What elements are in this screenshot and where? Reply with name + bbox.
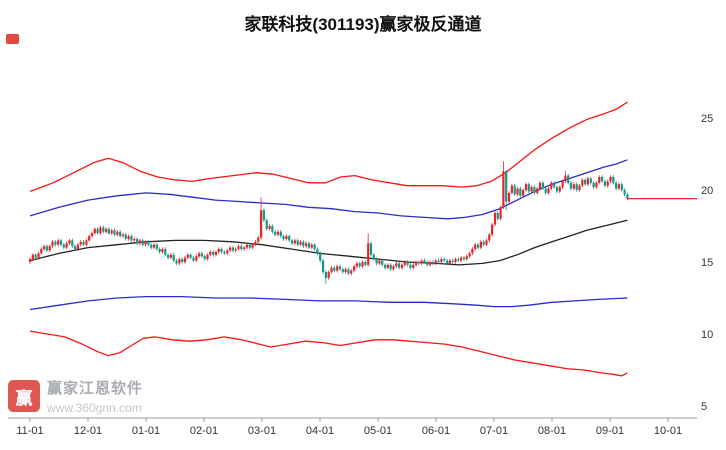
x-tick-label: 07-01 — [480, 425, 508, 437]
channel-lines — [29, 101, 628, 377]
x-tick-label: 05-01 — [364, 425, 392, 437]
x-tick-label: 09-01 — [596, 425, 624, 437]
y-tick-label: 15 — [701, 257, 713, 269]
channel-line-lower_red — [29, 330, 628, 377]
x-tick-label: 01-01 — [132, 425, 160, 437]
y-tick-label: 5 — [701, 401, 707, 413]
y-tick-label: 10 — [701, 329, 713, 341]
chart-title: 家联科技(301193)赢家极反通道 — [244, 15, 482, 34]
channel-line-upper_red — [29, 101, 628, 193]
x-tick-label: 04-01 — [306, 425, 334, 437]
y-tick-label: 25 — [701, 113, 713, 125]
channel-line-lower_blue — [29, 295, 628, 311]
x-axis: 11-01 12-01 01-01 02-01 03-01 04-01 05-01 06-01… — [8, 417, 697, 437]
x-tick-label: 02-01 — [190, 425, 218, 437]
channel-line-upper_blue — [29, 159, 628, 220]
candles-layer — [28, 161, 629, 284]
x-tick-label: 03-01 — [248, 425, 276, 437]
channel-line-middle_black — [29, 219, 628, 266]
x-tick-label: 11-01 — [16, 425, 43, 437]
y-axis: 25 20 15 10 5 — [701, 113, 713, 413]
x-tick-label: 12-01 — [74, 425, 102, 437]
x-tick-label: 08-01 — [538, 425, 566, 437]
x-tick-label: 10-01 — [654, 425, 682, 437]
y-tick-label: 20 — [701, 185, 713, 197]
corner-flag-icon — [6, 34, 19, 44]
x-tick-label: 06-01 — [422, 425, 450, 437]
